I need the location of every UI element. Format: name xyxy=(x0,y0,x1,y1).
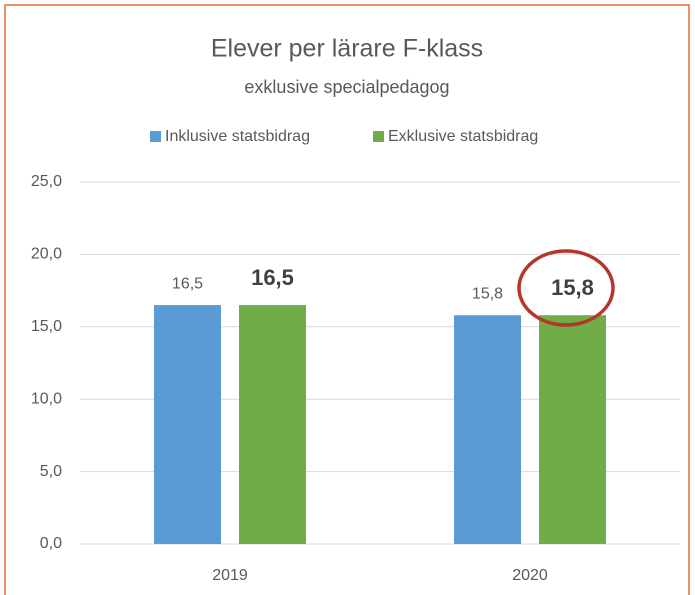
legend-label: Exklusive statsbidrag xyxy=(388,128,538,145)
x-tick-label: 2020 xyxy=(512,567,548,584)
legend-label: Inklusive statsbidrag xyxy=(165,128,310,145)
bar xyxy=(239,305,306,544)
data-label: 16,5 xyxy=(172,275,203,292)
highlight-circle xyxy=(517,249,615,327)
y-tick-label: 20,0 xyxy=(31,246,62,263)
legend-swatch xyxy=(150,131,161,142)
data-label: 15,8 xyxy=(551,275,594,300)
data-label: 16,5 xyxy=(251,265,294,290)
chart-subtitle: exklusive specialpedagog xyxy=(244,77,449,97)
bar xyxy=(154,305,221,544)
bar xyxy=(539,315,606,544)
y-tick-label: 15,0 xyxy=(31,318,62,335)
y-tick-label: 0,0 xyxy=(40,535,62,552)
data-label: 15,8 xyxy=(472,285,503,302)
legend-swatch xyxy=(373,131,384,142)
plot: 0,0 5,0 10,0 15,0 20,0 25,0 Inklusive statsbid… xyxy=(31,128,680,584)
y-tick-label: 10,0 xyxy=(31,390,62,407)
chart-title: Elever per lärare F-klass xyxy=(211,35,483,63)
y-tick-label: 5,0 xyxy=(40,463,62,480)
bar xyxy=(454,315,521,544)
y-tick-label: 25,0 xyxy=(31,173,62,190)
x-tick-label: 2019 xyxy=(212,567,248,584)
